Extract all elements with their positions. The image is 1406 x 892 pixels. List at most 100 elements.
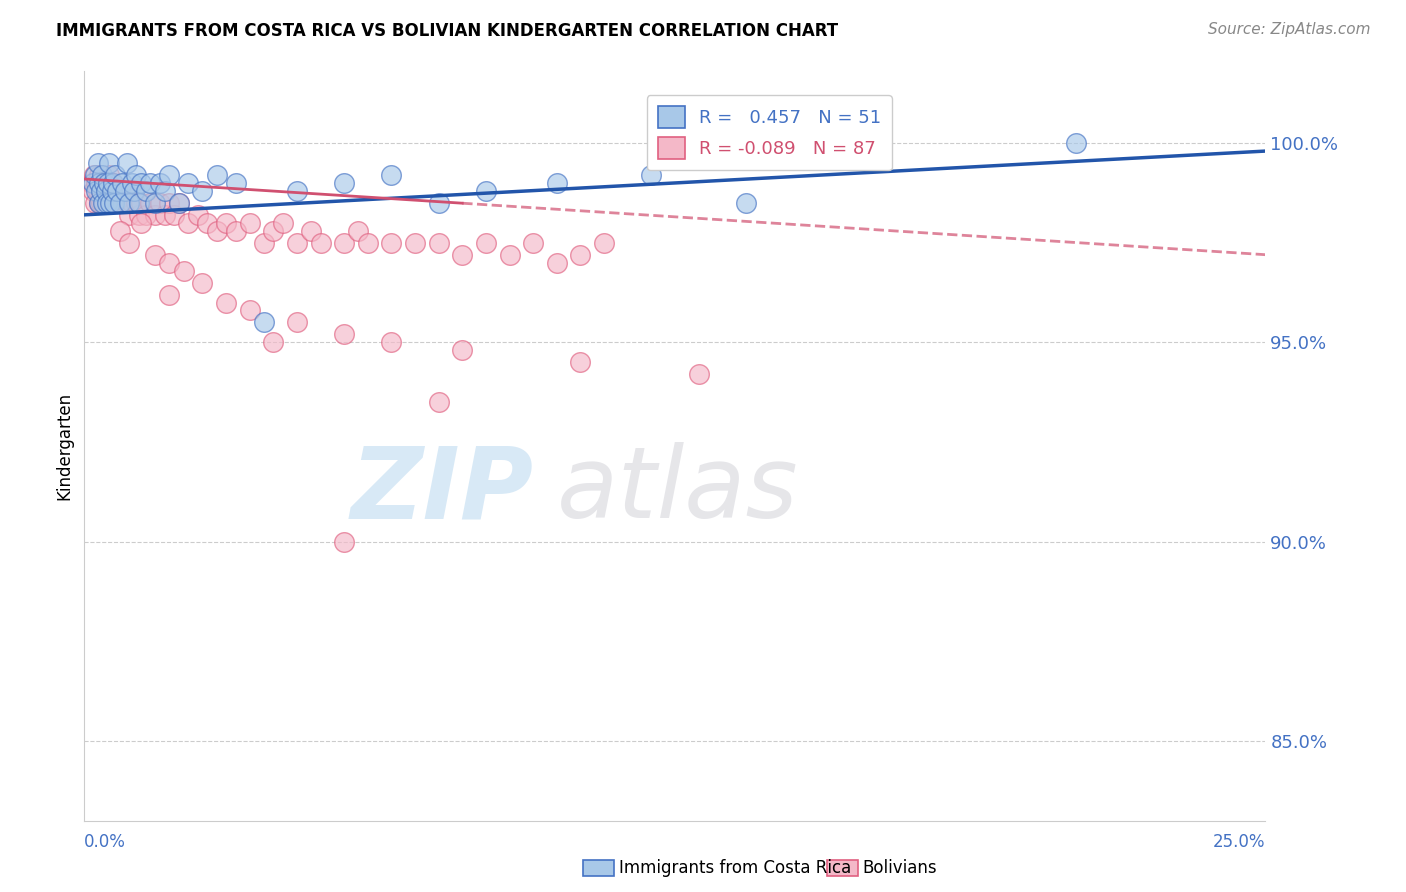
Point <box>82 184 104 198</box>
Y-axis label: Kindergarten: Kindergarten <box>55 392 73 500</box>
Point <box>380 235 402 250</box>
Point <box>114 184 136 198</box>
Point <box>115 156 138 170</box>
Point <box>96 195 118 210</box>
Point <box>225 224 247 238</box>
Point <box>173 263 195 277</box>
Point <box>98 195 121 210</box>
Point <box>118 208 141 222</box>
Point <box>108 224 131 238</box>
Text: atlas: atlas <box>557 442 799 540</box>
Point <box>427 235 450 250</box>
Point <box>114 184 136 198</box>
Point <box>86 184 108 198</box>
Point <box>569 355 592 369</box>
Point <box>215 216 238 230</box>
Point <box>83 195 105 210</box>
Point <box>309 235 332 250</box>
Point <box>157 195 180 210</box>
Point <box>93 176 115 190</box>
Point <box>205 168 228 182</box>
Point <box>97 195 120 210</box>
Text: ZIP: ZIP <box>350 442 533 540</box>
Point <box>97 156 120 170</box>
Point <box>103 195 125 210</box>
Point <box>427 195 450 210</box>
Legend: R =   0.457   N = 51, R = -0.089   N = 87: R = 0.457 N = 51, R = -0.089 N = 87 <box>647 95 891 170</box>
Point <box>143 195 166 210</box>
Point <box>157 168 180 182</box>
Point <box>191 276 214 290</box>
Point <box>191 184 214 198</box>
Text: Bolivians: Bolivians <box>862 859 936 877</box>
Point <box>91 184 114 198</box>
Text: IMMIGRANTS FROM COSTA RICA VS BOLIVIAN KINDERGARTEN CORRELATION CHART: IMMIGRANTS FROM COSTA RICA VS BOLIVIAN K… <box>56 22 838 40</box>
Point <box>89 168 111 182</box>
Point <box>205 224 228 238</box>
Point <box>100 184 122 198</box>
Point <box>129 176 152 190</box>
Point <box>451 248 474 262</box>
Point <box>225 176 247 190</box>
Point <box>129 216 152 230</box>
Point <box>333 327 356 342</box>
Point <box>333 235 356 250</box>
Point <box>94 176 117 190</box>
Point <box>98 195 121 210</box>
Point <box>153 184 176 198</box>
Point <box>122 184 145 198</box>
Point <box>498 248 520 262</box>
Point <box>96 184 118 198</box>
Point <box>135 208 157 222</box>
Point <box>347 224 370 238</box>
Point <box>125 195 148 210</box>
Point <box>139 195 162 210</box>
Point <box>108 184 131 198</box>
Point <box>111 176 134 190</box>
Point <box>153 208 176 222</box>
Point <box>149 176 172 190</box>
Point <box>285 184 308 198</box>
Point <box>121 176 143 190</box>
Point <box>1066 136 1088 150</box>
Point <box>380 335 402 350</box>
Point <box>357 235 380 250</box>
Point <box>90 184 112 198</box>
Point <box>87 195 110 210</box>
Point <box>118 235 141 250</box>
Point <box>93 195 115 210</box>
Point <box>101 176 124 190</box>
Point <box>84 176 107 190</box>
Point <box>135 184 157 198</box>
Point <box>84 184 107 198</box>
Text: Source: ZipAtlas.com: Source: ZipAtlas.com <box>1208 22 1371 37</box>
Point <box>299 224 322 238</box>
Point <box>82 176 104 190</box>
Point <box>380 168 402 182</box>
Point <box>97 168 120 182</box>
Text: 0.0%: 0.0% <box>84 832 127 851</box>
Point <box>108 195 131 210</box>
Point <box>522 235 544 250</box>
Point <box>80 176 103 190</box>
Point <box>91 176 114 190</box>
Point <box>253 235 276 250</box>
Point <box>91 195 114 210</box>
Point <box>100 184 122 198</box>
Point <box>167 195 190 210</box>
Point <box>97 176 120 190</box>
Point <box>215 295 238 310</box>
Text: 25.0%: 25.0% <box>1213 832 1265 851</box>
Point <box>104 168 127 182</box>
Point <box>121 195 143 210</box>
Point <box>83 168 105 182</box>
Point <box>149 195 172 210</box>
Point <box>104 184 127 198</box>
Point <box>262 224 284 238</box>
Point <box>475 184 498 198</box>
Point <box>157 255 180 269</box>
Point <box>333 534 356 549</box>
Point <box>129 195 152 210</box>
Point <box>262 335 284 350</box>
Point <box>115 195 138 210</box>
